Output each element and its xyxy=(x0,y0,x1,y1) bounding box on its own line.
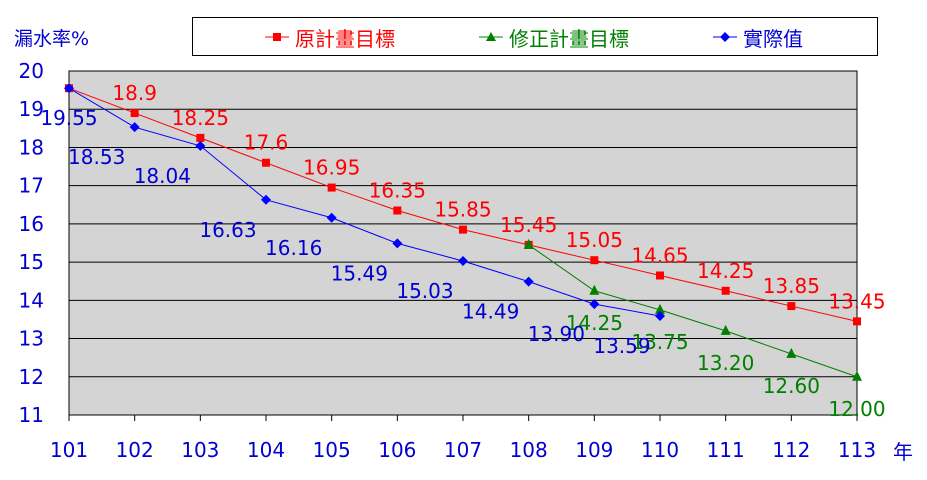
data-point xyxy=(852,370,862,381)
x-tick-label: 108 xyxy=(510,438,548,462)
data-label: 13.90 xyxy=(528,322,585,346)
legend-marker-diamond-icon xyxy=(713,32,737,42)
data-point xyxy=(458,255,468,266)
data-labels: 18.9 18.25 17.6 16.95 16.35 15.85 15.45 15.05 14… xyxy=(40,81,885,421)
data-label: 17.6 xyxy=(244,131,289,155)
x-tick-label: 112 xyxy=(772,438,810,462)
x-tick-label: 103 xyxy=(181,438,219,462)
y-tick-label: 12 xyxy=(19,365,44,389)
x-tick-label: 102 xyxy=(116,438,154,462)
y-tick-label: 18 xyxy=(19,135,44,159)
data-label: 18.04 xyxy=(134,164,191,188)
data-label: 14.25 xyxy=(566,311,623,335)
x-tick-label: 113 xyxy=(838,438,876,462)
data-label: 13.20 xyxy=(697,351,754,375)
data-label: 15.85 xyxy=(434,198,491,222)
data-label: 12.60 xyxy=(763,374,820,398)
x-tick-label: 101 xyxy=(50,438,88,462)
series-line xyxy=(528,244,858,378)
data-point xyxy=(327,183,336,192)
data-label: 13.85 xyxy=(763,274,820,298)
x-tick-label: 107 xyxy=(444,438,482,462)
legend-label-actual: 實際值 xyxy=(743,26,803,51)
data-point xyxy=(393,206,402,215)
data-label: 13.75 xyxy=(631,330,688,354)
y-tick-label: 11 xyxy=(19,403,44,427)
x-tick-labels: 101 102 103 104 105 106 107 108 109 110 111 112 113 xyxy=(50,415,876,462)
data-point xyxy=(721,286,730,295)
data-point xyxy=(130,109,139,118)
data-point xyxy=(262,158,270,167)
data-label: 18.25 xyxy=(172,106,229,130)
data-point xyxy=(261,194,271,205)
data-label: 15.45 xyxy=(500,213,557,237)
data-point xyxy=(129,122,140,133)
data-point xyxy=(196,133,205,142)
data-label: 13.59 xyxy=(593,334,650,358)
data-point xyxy=(523,276,534,287)
legend-item-original: 原計畫目標 xyxy=(265,24,395,51)
data-label: 15.03 xyxy=(396,279,453,303)
data-point xyxy=(787,302,796,311)
data-label: 18.9 xyxy=(112,81,157,105)
data-point xyxy=(195,140,206,151)
series-line xyxy=(68,87,661,317)
data-point xyxy=(523,238,534,249)
x-tick-label: 106 xyxy=(378,438,416,462)
legend-marker-square-icon xyxy=(265,33,289,41)
y-tick-label: 13 xyxy=(19,327,44,351)
y-tick-label: 20 xyxy=(19,59,44,83)
data-point xyxy=(786,347,797,358)
x-axis-label: 年 xyxy=(893,440,913,464)
legend-label-original: 原計畫目標 xyxy=(295,26,395,51)
data-label: 13.45 xyxy=(828,289,885,313)
data-label: 16.16 xyxy=(265,236,322,260)
data-label: 18.53 xyxy=(68,145,125,169)
data-point xyxy=(589,299,600,310)
data-point xyxy=(853,317,861,326)
data-label: 15.49 xyxy=(331,261,388,285)
x-tick-label: 104 xyxy=(247,438,285,462)
y-tick-label: 16 xyxy=(19,212,44,236)
data-label: 16.63 xyxy=(199,218,256,242)
legend-item-revised: 修正計畫目標 xyxy=(479,24,629,51)
y-tick-label: 19 xyxy=(19,97,44,121)
data-label: 16.95 xyxy=(303,156,360,180)
data-label: 16.35 xyxy=(369,179,426,203)
legend-item-actual: 實際值 xyxy=(713,24,803,51)
x-tick-label: 111 xyxy=(707,438,745,462)
data-point xyxy=(656,271,664,280)
data-point xyxy=(64,83,74,94)
data-point xyxy=(459,225,467,234)
data-point xyxy=(326,212,337,223)
data-label: 14.65 xyxy=(631,243,688,267)
y-tick-label: 14 xyxy=(19,288,44,312)
data-point xyxy=(720,324,731,335)
y-tick-label: 17 xyxy=(19,174,44,198)
legend-marker-triangle-icon xyxy=(479,32,503,41)
x-tick-label: 110 xyxy=(641,438,679,462)
data-label: 15.05 xyxy=(566,228,623,252)
y-axis-label: 漏水率% xyxy=(14,28,90,50)
grid-lines xyxy=(69,108,857,378)
y-tick-labels: 11 12 13 14 15 16 17 18 19 20 xyxy=(19,59,44,427)
data-label: 12.00 xyxy=(828,397,885,421)
data-label: 14.25 xyxy=(697,259,754,283)
data-point xyxy=(392,238,403,249)
data-point xyxy=(590,256,599,265)
data-point xyxy=(655,311,665,322)
series-group xyxy=(64,83,862,381)
data-point xyxy=(589,284,600,295)
x-tick-label: 109 xyxy=(575,438,613,462)
plot-area xyxy=(68,70,858,416)
data-label: 19.55 xyxy=(40,106,97,130)
legend: 原計畫目標 修正計畫目標 實際值 xyxy=(192,17,878,56)
data-point xyxy=(655,303,665,314)
x-tick-label: 105 xyxy=(313,438,351,462)
legend-label-revised: 修正計畫目標 xyxy=(509,26,629,51)
data-label: 14.49 xyxy=(462,300,519,324)
y-tick-label: 15 xyxy=(19,250,44,274)
